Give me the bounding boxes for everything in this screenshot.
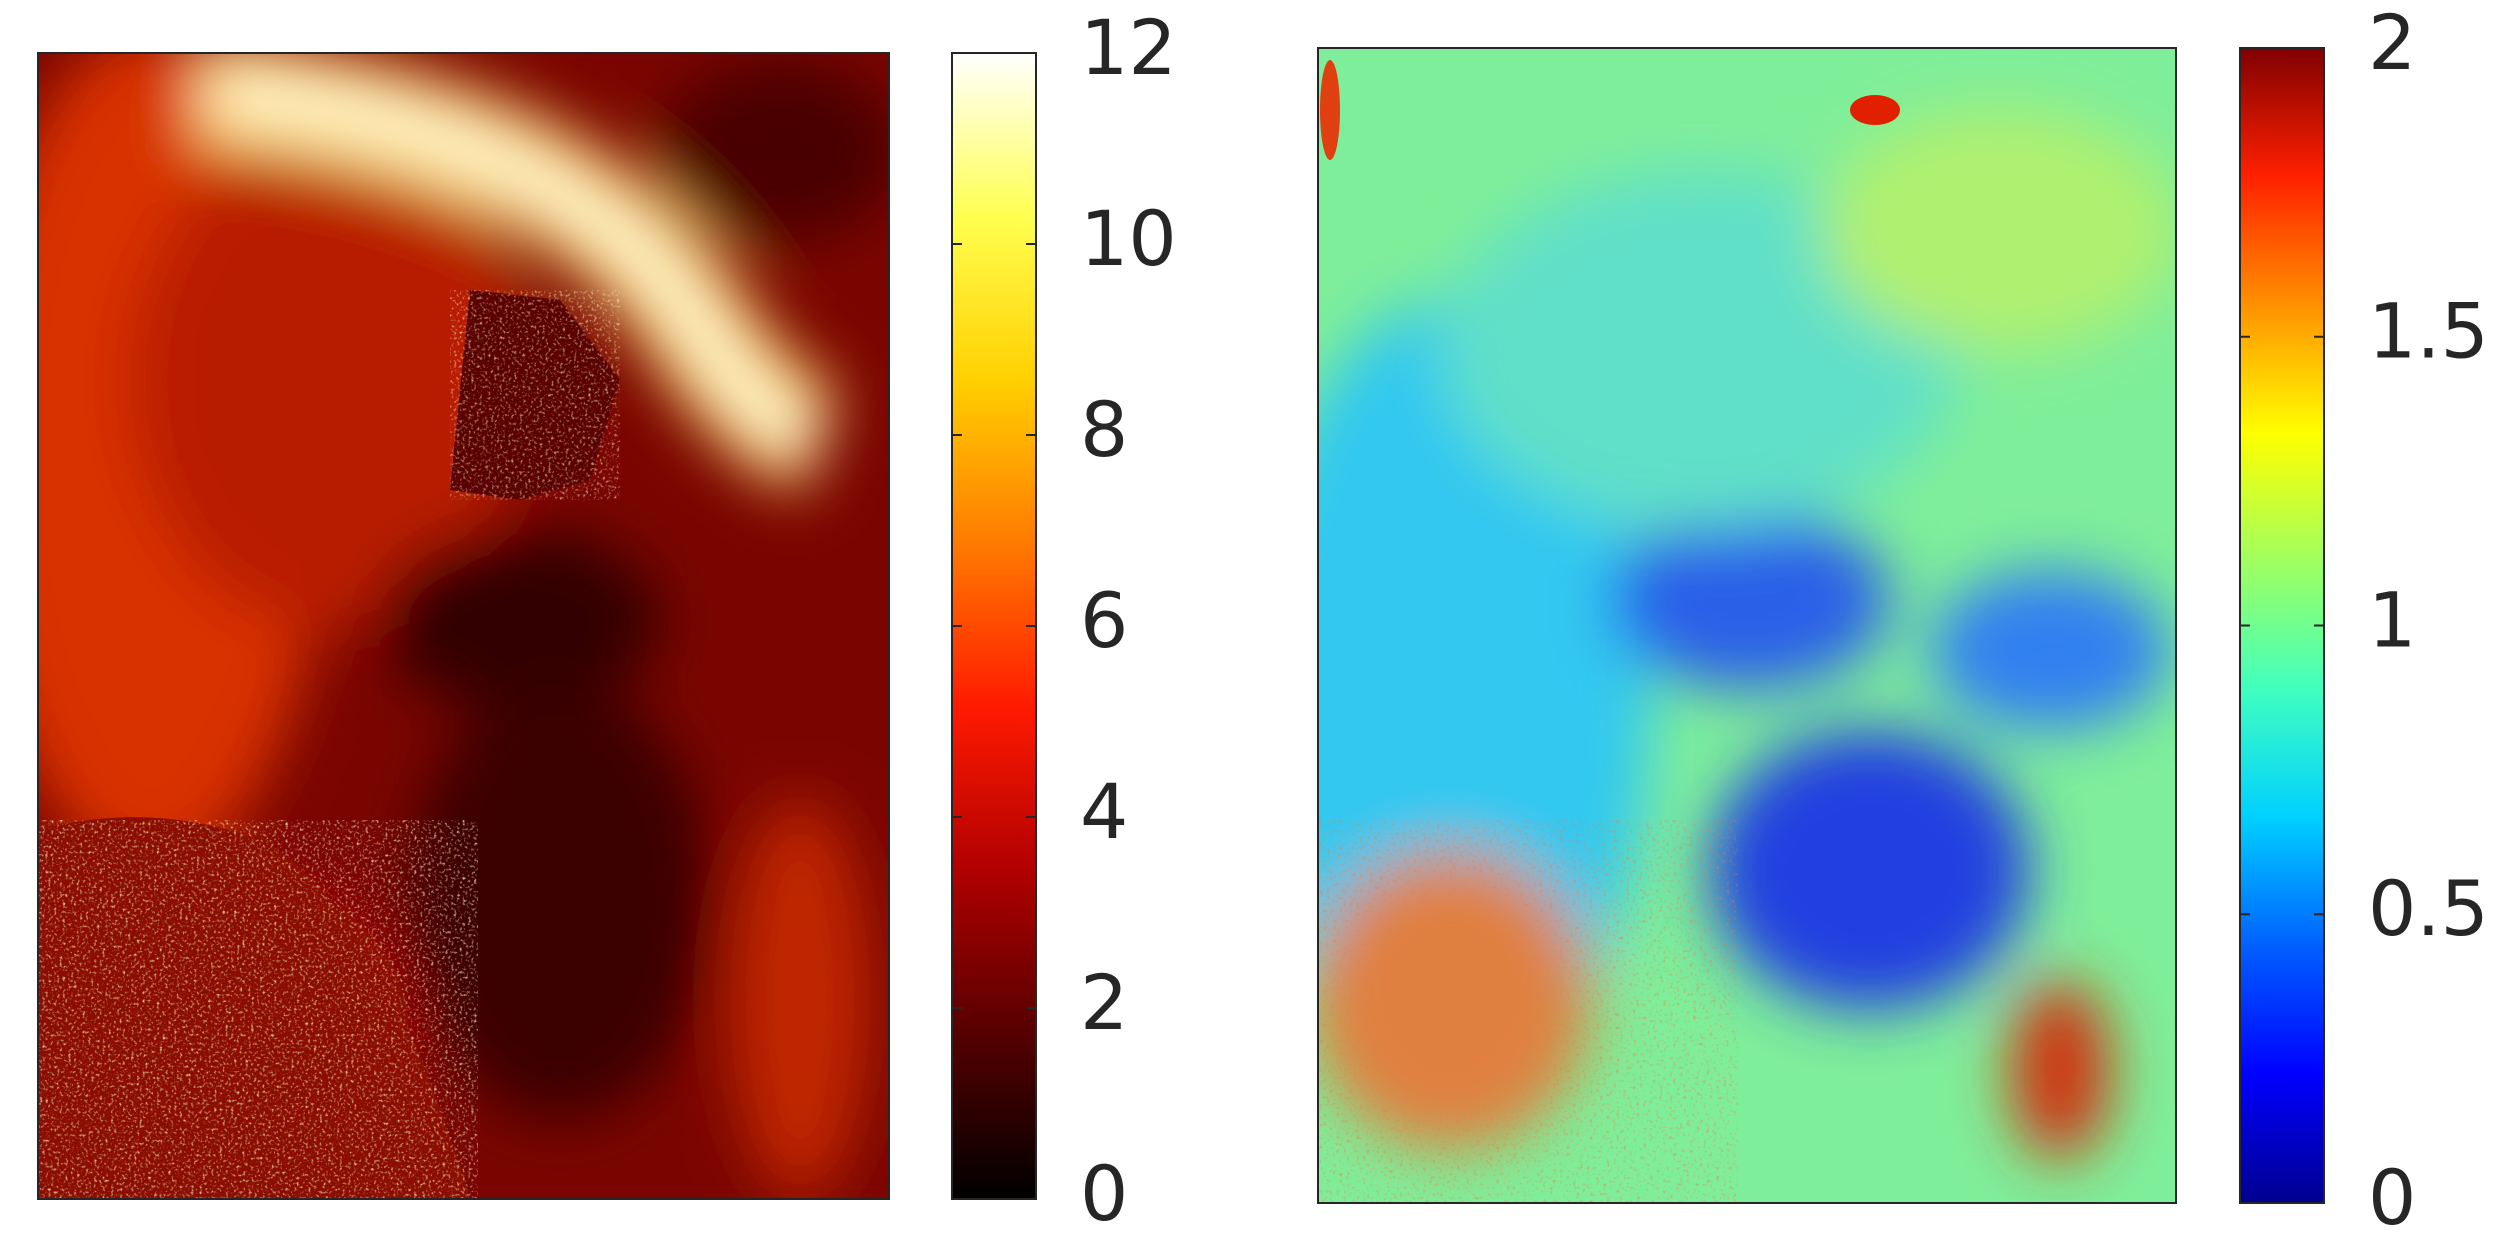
heatmap-image [0, 30, 900, 1200]
colorbar-tick-label: 6 [1080, 576, 1128, 665]
colorbar-tick-label: 12 [1080, 3, 1177, 92]
colorbar [2240, 48, 2324, 1203]
colorbar [952, 53, 1036, 1199]
colorbar-tick-label: 1.5 [2368, 287, 2489, 376]
colorbar-tick-label: 10 [1080, 194, 1177, 283]
colorbar-tick-label: 0 [1080, 1149, 1128, 1237]
colorbar-tick-label: 2 [1080, 958, 1128, 1047]
colorbar-tick-label: 0.5 [2368, 864, 2489, 953]
figure: 0 2 4 6 8 10 12 0 0.5 1 1.5 2 [0, 0, 2499, 1237]
colorbar-tick-label: 0 [2368, 1153, 2416, 1237]
colorbar-tick-label: 4 [1080, 767, 1128, 856]
colorbar-tick-label: 8 [1080, 385, 1128, 474]
colorbar-tick-label: 1 [2368, 575, 2416, 664]
heatmap-image [1250, 48, 2180, 1203]
colorbar-tick-label: 2 [2368, 0, 2416, 87]
